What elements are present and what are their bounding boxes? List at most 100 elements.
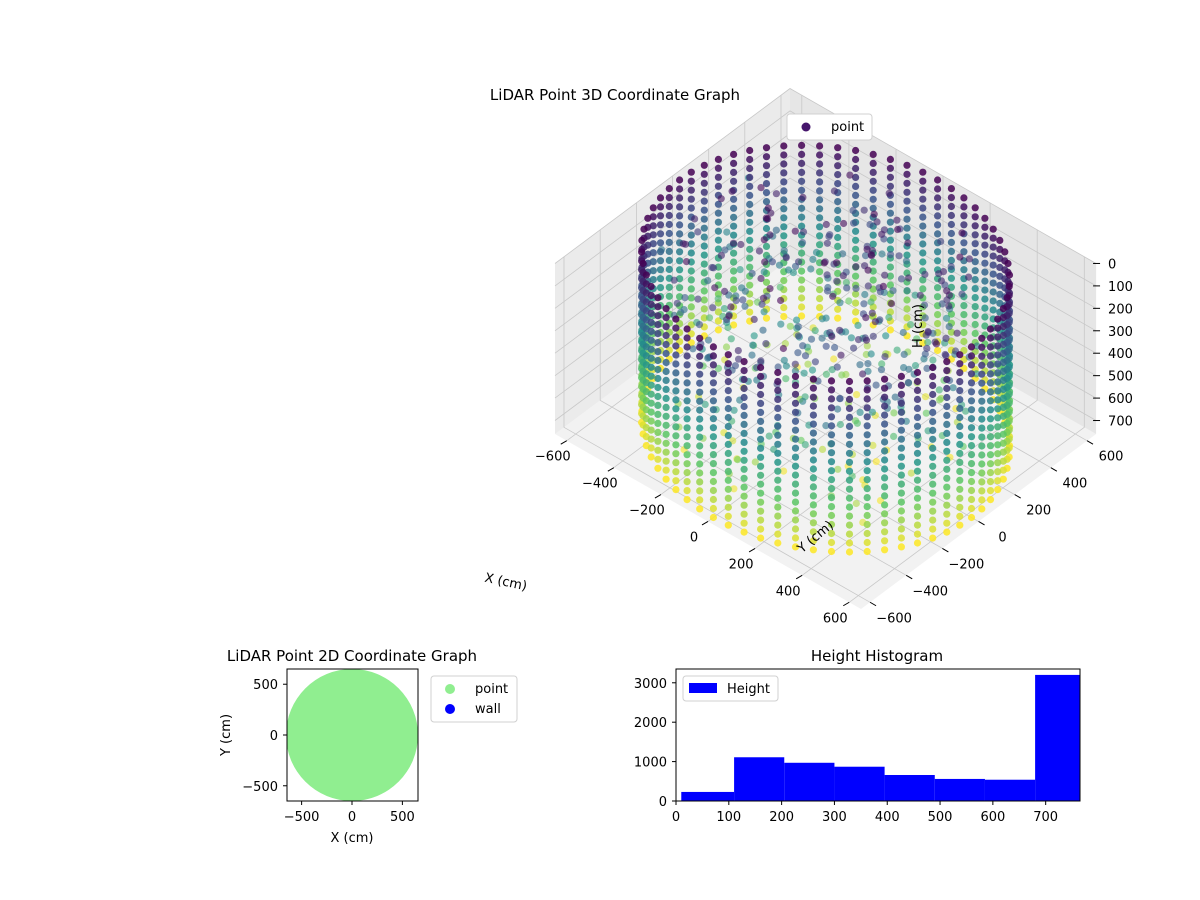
point-3d: [780, 142, 788, 150]
point-3d: [730, 485, 738, 493]
point-3d: [654, 455, 662, 463]
point-3d: [676, 266, 684, 274]
point-3d: [662, 430, 670, 438]
point-3d: [676, 257, 684, 265]
point-3d: [971, 276, 979, 284]
point-3d: [929, 372, 937, 381]
point-3d: [700, 197, 708, 205]
point-3d: [696, 433, 704, 441]
point-3d: [823, 271, 831, 279]
point-3d: [746, 146, 754, 155]
point-3d: [791, 426, 800, 434]
point-3d: [845, 440, 854, 448]
point-3d: [971, 267, 979, 275]
histogram-bar: [934, 778, 985, 801]
z-tick-label-3d: 0: [1108, 257, 1116, 272]
point-3d: [825, 232, 833, 241]
point-3d: [700, 305, 708, 313]
point-3d: [834, 405, 842, 413]
point-3d: [687, 267, 695, 275]
point-3d: [978, 379, 986, 387]
point-3d: [683, 424, 691, 432]
point-3d: [863, 413, 871, 421]
point-3d: [724, 503, 732, 511]
point-3d: [919, 258, 927, 266]
point-3d: [903, 233, 911, 241]
point-3d: [757, 516, 765, 524]
point-3d: [751, 458, 759, 466]
point-3d: [762, 224, 771, 233]
point-3d: [736, 266, 744, 274]
point-3d: [881, 447, 889, 455]
point-3d: [809, 519, 818, 527]
legend-2d-wall-label: wall: [475, 702, 501, 717]
point-3d: [818, 334, 826, 342]
point-3d: [986, 352, 995, 360]
point-3d: [900, 350, 908, 358]
point-3d: [676, 176, 684, 184]
point-3d: [934, 311, 942, 319]
point-3d: [869, 168, 877, 176]
point-3d: [956, 422, 964, 431]
point-3d: [967, 460, 976, 468]
point-3d: [683, 478, 691, 486]
point-3d: [994, 369, 1002, 377]
point-3d: [881, 429, 889, 437]
point-3d: [845, 404, 854, 412]
point-3d: [986, 361, 995, 369]
point-3d: [877, 366, 886, 374]
point-3d: [947, 262, 955, 271]
point-3d: [730, 195, 738, 203]
point-3d: [834, 144, 842, 152]
y-tick-label-hist: 0: [659, 795, 667, 810]
point-3d: [864, 282, 872, 290]
point-3d: [714, 164, 723, 172]
point-3d: [794, 332, 803, 340]
point-3d: [994, 441, 1002, 449]
point-3d: [903, 215, 911, 223]
y-tick-label-hist: 2000: [634, 716, 667, 731]
point-3d: [852, 200, 860, 208]
point-3d: [938, 300, 946, 308]
point-3d: [921, 270, 929, 278]
point-3d: [649, 276, 657, 284]
point-3d: [724, 431, 732, 440]
point-3d: [791, 507, 800, 515]
point-3d: [746, 245, 754, 253]
point-3d: [967, 469, 976, 477]
point-3d: [757, 372, 765, 381]
point-3d: [809, 546, 818, 554]
point-3d: [807, 265, 815, 273]
point-3d: [759, 294, 768, 302]
point-3d: [868, 309, 876, 317]
point-3d: [809, 537, 818, 545]
point-3d: [929, 444, 937, 452]
point-3d: [696, 361, 704, 369]
point-3d: [943, 367, 951, 375]
gridline-x: [660, 149, 897, 495]
point-3d: [999, 305, 1007, 313]
point-3d: [937, 277, 946, 285]
point-3d: [762, 162, 771, 170]
point-3d: [709, 495, 718, 504]
point-3d: [757, 507, 765, 515]
point-3d: [732, 297, 740, 305]
point-3d: [845, 422, 854, 430]
point-3d: [709, 370, 718, 378]
point-3d: [999, 349, 1007, 358]
point-3d: [816, 232, 824, 240]
point-3d: [904, 239, 912, 247]
point-3d: [639, 259, 647, 268]
point-3d: [823, 239, 832, 247]
point-3d: [740, 384, 748, 393]
x-tick-label-3d: 200: [729, 557, 754, 572]
point-3d: [861, 290, 869, 299]
point-3d: [850, 344, 858, 352]
point-3d: [683, 334, 691, 342]
z-tick-label-3d: 500: [1108, 370, 1133, 385]
point-3d: [854, 321, 862, 329]
point-3d: [774, 431, 782, 439]
point-3d: [740, 510, 748, 518]
point-3d: [947, 247, 956, 255]
point-3d: [967, 343, 976, 351]
